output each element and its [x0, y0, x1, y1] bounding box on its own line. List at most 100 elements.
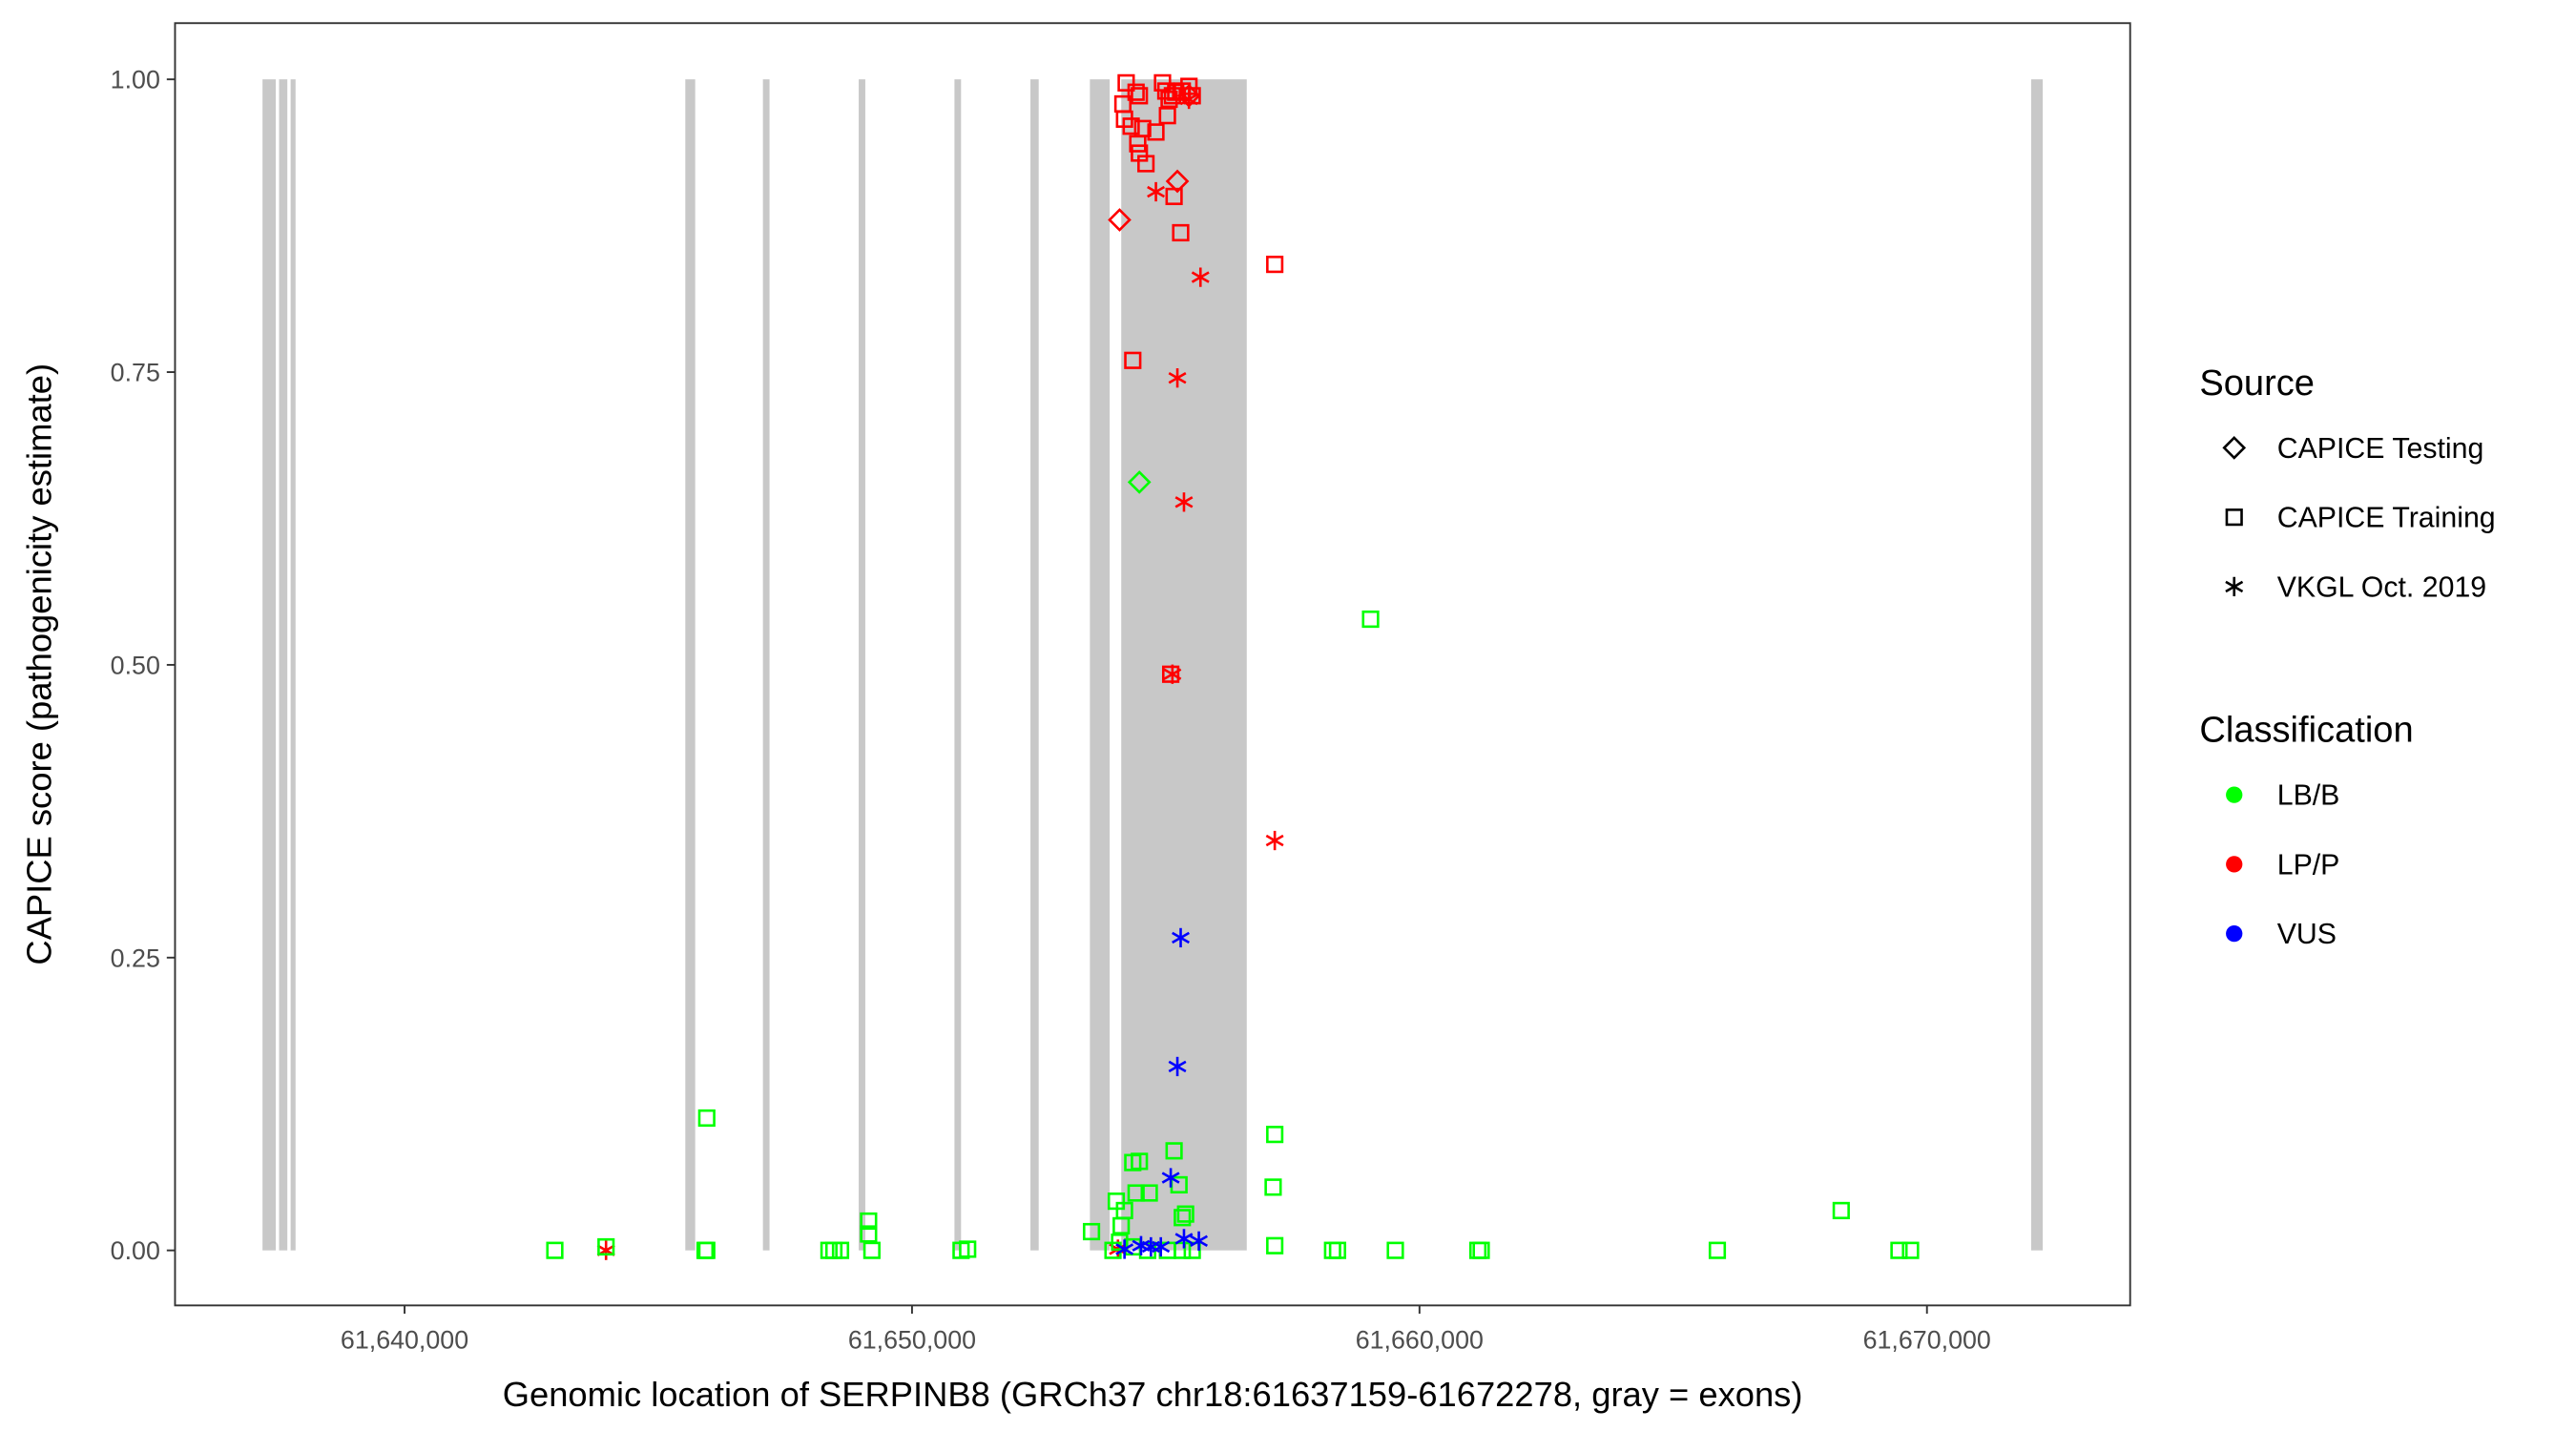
data-point — [1266, 1236, 1284, 1255]
y-tick-label: 0.50 — [111, 651, 160, 679]
data-point — [1190, 1231, 1209, 1251]
exon-band — [290, 79, 296, 1251]
data-point — [1147, 181, 1166, 202]
data-point — [1174, 1209, 1192, 1227]
data-point — [1174, 1241, 1192, 1259]
legend-classification-label: LP/P — [2277, 849, 2340, 881]
data-point — [1472, 1241, 1490, 1259]
data-point — [1127, 470, 1152, 494]
data-point — [959, 1240, 977, 1258]
data-point — [1165, 1142, 1183, 1160]
legend-classification-label: LB/B — [2277, 780, 2340, 812]
legend-source-label: CAPICE Testing — [2277, 433, 2484, 465]
data-point — [1127, 1184, 1145, 1202]
exon-band — [685, 79, 696, 1251]
exon-band — [762, 79, 770, 1251]
data-point — [1890, 1241, 1908, 1259]
exon-band — [1090, 79, 1111, 1251]
data-point — [1179, 89, 1198, 110]
data-point — [697, 1109, 716, 1128]
y-axis: 0.00 0.25 0.50 0.75 1.00 — [111, 66, 176, 1265]
exon-bands — [262, 79, 2044, 1251]
exon-band — [954, 79, 962, 1251]
data-point — [1131, 87, 1149, 105]
data-point — [1147, 123, 1165, 141]
data-point — [1174, 1229, 1194, 1249]
exon-band — [2030, 79, 2044, 1251]
exon-band — [859, 79, 865, 1251]
legend-source-title: Source — [2199, 363, 2315, 404]
data-point — [1124, 351, 1142, 369]
data-point — [1361, 610, 1380, 629]
data-point — [546, 1241, 564, 1259]
legend-dot-icon — [2226, 856, 2243, 873]
data-point — [860, 1225, 878, 1243]
data-point — [1127, 83, 1145, 101]
data-point — [1266, 256, 1284, 274]
y-tick-label: 0.00 — [111, 1236, 160, 1265]
x-axis: 61,640,000 61,650,000 61,660,000 61,670,000 — [341, 1305, 1991, 1354]
data-point — [1131, 1152, 1149, 1171]
x-axis-title: Genomic location of SERPINB8 (GRCh37 chr… — [503, 1375, 1803, 1414]
data-point — [860, 1212, 878, 1231]
data-point — [1108, 208, 1132, 232]
data-point — [1158, 107, 1176, 125]
data-point — [1122, 117, 1140, 135]
data-point — [1708, 1241, 1727, 1259]
data-point — [1162, 665, 1180, 683]
data-point — [1165, 169, 1190, 194]
data-point — [1264, 1178, 1282, 1196]
data-point — [697, 1241, 716, 1259]
data-point — [1082, 1222, 1101, 1241]
exon-band — [1030, 79, 1039, 1251]
legend-asterisk-icon — [2225, 576, 2244, 597]
data-point — [1115, 1239, 1134, 1259]
data-point — [1163, 664, 1182, 684]
data-point — [831, 1241, 850, 1259]
data-point — [1115, 1201, 1133, 1220]
data-point — [1176, 1205, 1195, 1223]
data-point — [1832, 1201, 1850, 1220]
data-point — [1137, 155, 1155, 173]
legend-square-icon — [2225, 508, 2243, 527]
data-point — [1266, 1126, 1284, 1144]
data-point — [1117, 73, 1135, 92]
y-tick-label: 1.00 — [111, 66, 160, 94]
exon-band — [279, 79, 288, 1251]
legend-diamond-icon — [2222, 436, 2247, 460]
x-tick-label: 61,650,000 — [848, 1325, 976, 1354]
legend: Source CAPICE Testing CAPICE Training VKGL… — [2199, 363, 2495, 950]
legend-dot-icon — [2226, 786, 2243, 803]
x-tick-label: 61,660,000 — [1356, 1325, 1484, 1354]
legend-classification-title: Classification — [2199, 711, 2413, 751]
legend-classification-label: VUS — [2277, 919, 2337, 950]
legend-source-label: VKGL Oct. 2019 — [2277, 571, 2486, 603]
data-point — [1386, 1241, 1404, 1259]
data-point — [1140, 1184, 1158, 1202]
data-point — [1129, 135, 1147, 153]
data-point — [1152, 1236, 1171, 1257]
data-point — [1265, 830, 1284, 851]
x-tick-label: 61,670,000 — [1863, 1325, 1991, 1354]
data-point — [1172, 927, 1190, 948]
y-tick-label: 0.25 — [111, 944, 160, 972]
data-point — [1168, 368, 1187, 388]
data-point — [1168, 1056, 1187, 1077]
data-point — [1174, 492, 1194, 512]
x-tick-label: 61,640,000 — [341, 1325, 468, 1354]
data-points — [546, 73, 1920, 1260]
data-point — [862, 1241, 881, 1259]
data-point — [1901, 1241, 1920, 1259]
legend-dot-icon — [2226, 924, 2243, 943]
data-point — [597, 1237, 615, 1256]
data-point — [1161, 1168, 1180, 1188]
data-point — [1172, 223, 1190, 242]
exon-band — [1121, 79, 1247, 1251]
legend-source-label: CAPICE Training — [2277, 503, 2496, 534]
data-point — [1328, 1241, 1347, 1259]
data-point — [1191, 267, 1210, 287]
exon-band — [262, 79, 277, 1251]
data-point — [1111, 1233, 1129, 1252]
